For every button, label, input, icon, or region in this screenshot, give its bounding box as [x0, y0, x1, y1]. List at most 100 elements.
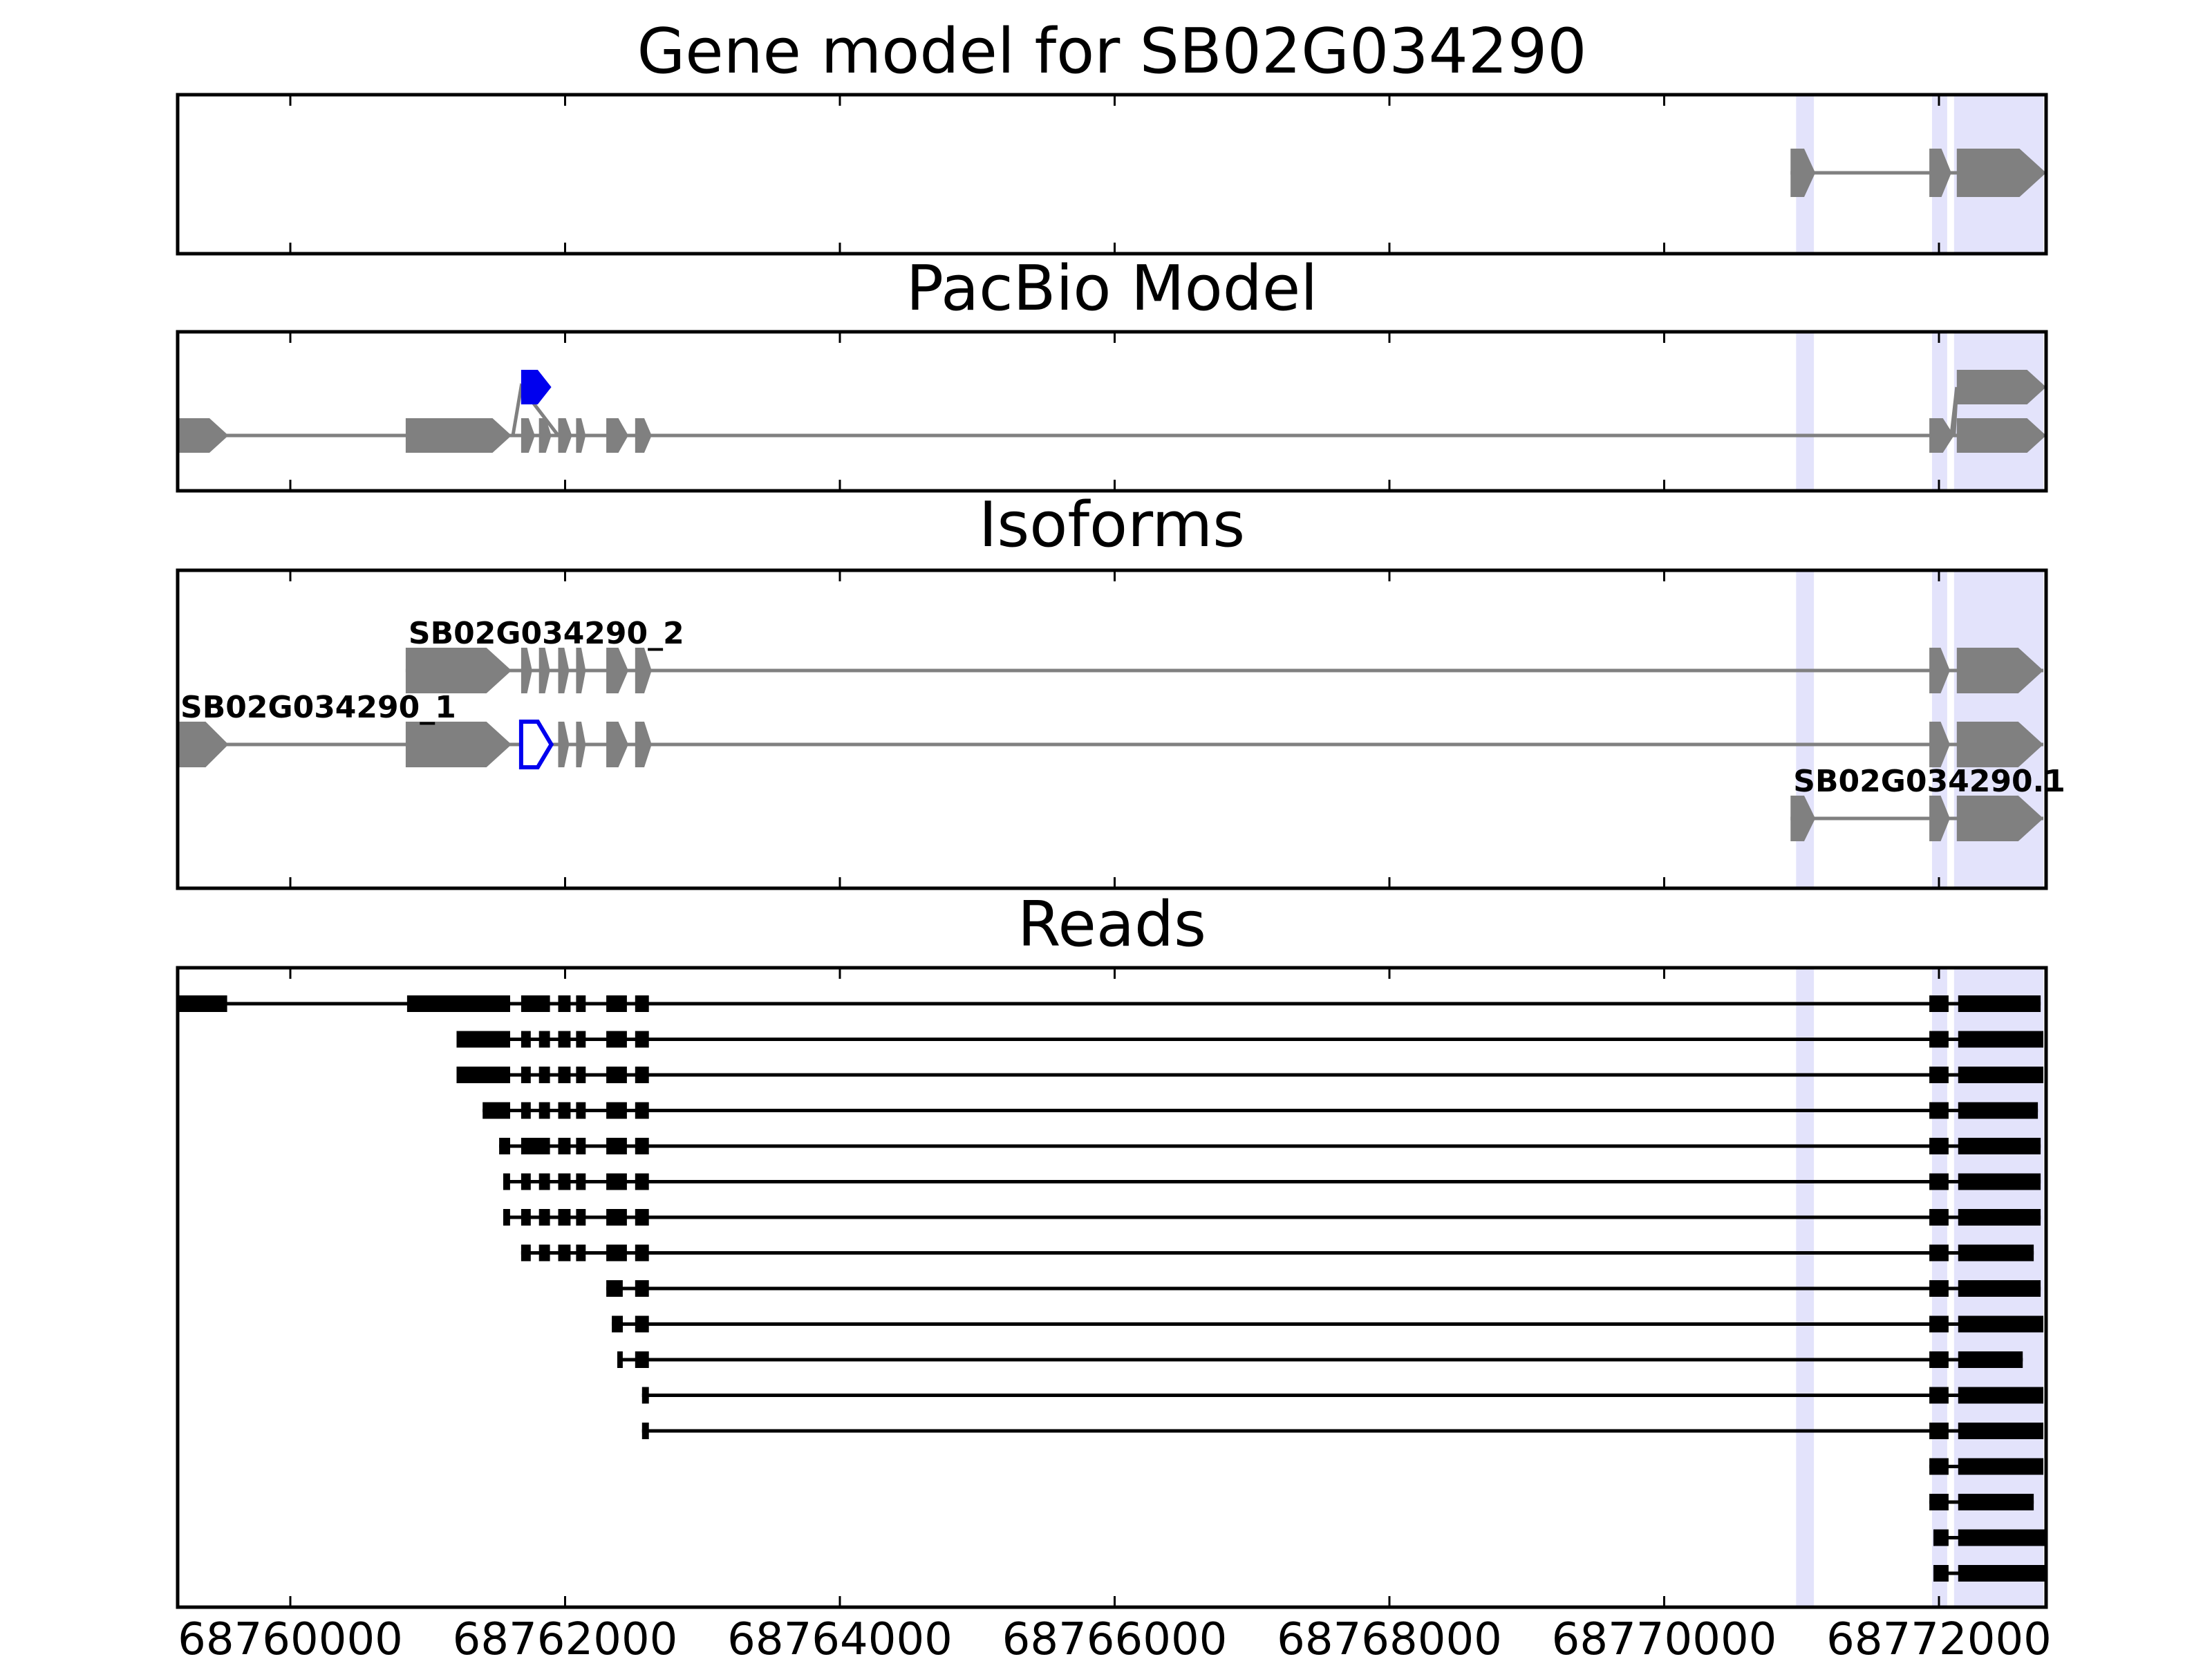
read-exon — [1958, 995, 2041, 1012]
read-exon — [576, 995, 586, 1012]
isoform-track: SB02G034290_2 — [405, 616, 2043, 693]
read-exon — [1933, 1565, 1949, 1582]
read-exon — [503, 1209, 510, 1226]
read-exon — [521, 995, 550, 1012]
read-exon — [538, 1067, 550, 1083]
read-exon — [606, 1031, 627, 1048]
read-track — [641, 1387, 2043, 1404]
read-exon — [558, 1209, 571, 1226]
read-exon — [1929, 1209, 1949, 1226]
read-track — [1929, 1494, 2034, 1510]
panel-reads: Reads 68760000 68762000 68764000 68766000 687… — [176, 888, 2052, 1659]
read-track — [1929, 1458, 2043, 1475]
read-exon — [1929, 1351, 1949, 1368]
axes-frame — [176, 568, 2048, 890]
read-exon — [558, 1138, 571, 1154]
exon-block — [558, 418, 572, 453]
read-exon — [1958, 1031, 2043, 1048]
panel-gene-model: Gene model for SB02G034290 — [176, 15, 2048, 256]
read-exon — [558, 995, 571, 1012]
isoform-track — [1790, 149, 2046, 197]
read-track — [641, 1423, 2043, 1439]
read-track — [612, 1315, 2043, 1333]
exon-block — [1956, 418, 2046, 453]
read-exon — [635, 1351, 649, 1368]
axes-frame — [176, 966, 2048, 1609]
exon-block — [558, 648, 570, 693]
read-exon — [1929, 1244, 1949, 1262]
read-exon — [576, 1102, 586, 1119]
read-exon — [576, 1173, 586, 1190]
read-exon — [558, 1173, 571, 1190]
read-exon — [538, 1031, 550, 1048]
read-exon — [635, 1244, 649, 1262]
exon-block — [521, 370, 552, 404]
read-exon — [606, 1244, 627, 1262]
read-exon — [521, 1067, 531, 1083]
read-exon — [538, 1244, 550, 1262]
x-tick-label: 68766000 — [1002, 1614, 1228, 1659]
read-exon — [521, 1244, 531, 1262]
read-exon — [1929, 1280, 1949, 1297]
exon-block — [635, 722, 652, 767]
exon-block — [1790, 796, 1816, 841]
exon-block — [1956, 648, 2043, 693]
isoform-track — [178, 418, 2046, 453]
read-exon — [612, 1315, 623, 1333]
panel-title: PacBio Model — [906, 252, 1318, 325]
highlight-region — [1932, 332, 1947, 491]
isoform-track — [1949, 370, 2046, 436]
exon-block — [405, 648, 512, 693]
read-track — [617, 1351, 2023, 1368]
exon-block — [1929, 722, 1950, 767]
read-exon — [1929, 1138, 1949, 1154]
panel-title: Gene model for SB02G034290 — [637, 15, 1586, 88]
read-exon — [1958, 1423, 2043, 1439]
exon-block — [1929, 149, 1951, 197]
read-exon — [576, 1067, 586, 1083]
read-exon — [1958, 1529, 2046, 1546]
read-exon — [641, 1387, 649, 1404]
panel-pacbio-model: PacBio Model — [176, 252, 2048, 493]
read-exon — [1929, 1494, 1949, 1510]
exon-block — [576, 418, 586, 453]
x-tick-label: 68760000 — [178, 1614, 403, 1659]
read-exon — [635, 1031, 649, 1048]
exon-block — [1790, 149, 1816, 197]
read-exon — [178, 995, 227, 1012]
read-track — [499, 1138, 2041, 1154]
exon-block — [606, 722, 628, 767]
outlined-exon — [518, 720, 554, 769]
axes-frame — [176, 93, 2048, 256]
read-exon — [635, 995, 649, 1012]
read-track — [456, 1067, 2043, 1083]
exon-block — [606, 418, 628, 453]
read-exon — [1929, 1387, 1949, 1404]
read-exon — [1958, 1244, 2034, 1262]
read-exon — [406, 995, 510, 1012]
read-exon — [521, 1031, 531, 1048]
read-exon — [558, 1244, 571, 1262]
exon-block — [521, 648, 532, 693]
exon-block — [576, 648, 586, 693]
read-exon — [1958, 1102, 2038, 1119]
read-exon — [521, 1138, 550, 1154]
exon-block — [521, 418, 535, 453]
exon-block — [1929, 796, 1950, 841]
read-exon — [521, 1102, 531, 1119]
x-tick-label: 68762000 — [453, 1614, 678, 1659]
read-exon — [1958, 1494, 2034, 1510]
read-exon — [1958, 1138, 2041, 1154]
read-exon — [606, 995, 627, 1012]
x-tick-label: 68770000 — [1552, 1614, 1777, 1659]
read-exon — [576, 1031, 586, 1048]
exon-block — [1929, 648, 1950, 693]
read-track — [1933, 1565, 2046, 1582]
read-track — [1933, 1529, 2046, 1546]
read-exon — [635, 1209, 649, 1226]
exon-block — [635, 648, 652, 693]
isoform-track: SB02G034290.1 — [1790, 764, 2065, 841]
exon-block — [1956, 370, 2046, 404]
x-tick-label: 68772000 — [1826, 1614, 2052, 1659]
panel-title: Isoforms — [979, 489, 1245, 561]
